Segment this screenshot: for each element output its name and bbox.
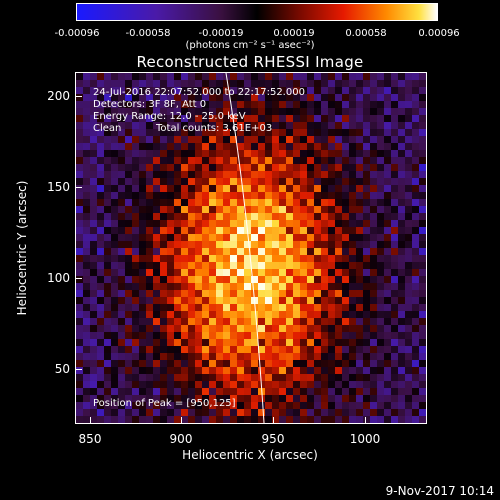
colorbar-gradient — [77, 4, 437, 20]
x-tick-label: 950 — [261, 432, 285, 446]
colorbar-tick-label: 0.00019 — [273, 28, 315, 39]
colorbar-tick-label: -0.00096 — [54, 28, 100, 39]
x-tick-label: 900 — [169, 432, 193, 446]
clean-text: Clean — [93, 123, 122, 134]
y-tick-mark — [76, 96, 82, 97]
rhessi-image — [76, 73, 426, 423]
time-range-text: 24-Jul-2016 22:07:52.000 to 22:17:52.000 — [93, 87, 305, 98]
peak-position-text: Position of Peak = [950,125] — [93, 398, 236, 409]
image-title: Reconstructed RHESSI Image — [136, 53, 364, 71]
colorbar — [76, 3, 438, 21]
colorbar-units: (photons cm⁻² s⁻¹ asec⁻²) — [185, 40, 315, 51]
x-tick-mark — [181, 417, 182, 423]
y-tick-label: 50 — [54, 362, 70, 376]
x-tick-label: 850 — [78, 432, 102, 446]
y-tick-label: 200 — [47, 89, 70, 103]
x-tick-label: 1000 — [349, 432, 381, 446]
colorbar-tick-label: 0.00096 — [418, 28, 460, 39]
energy-range-text: Energy Range: 12.0 - 25.0 keV — [93, 111, 246, 122]
y-tick-mark — [76, 187, 82, 188]
y-tick-mark — [76, 278, 82, 279]
solar-limb-overlay — [225, 73, 265, 423]
image-plot-area: 24-Jul-2016 22:07:52.000 to 22:17:52.000… — [75, 72, 427, 424]
colorbar-tick-label: -0.00058 — [125, 28, 171, 39]
timestamp-footer: 9-Nov-2017 10:14 — [385, 484, 494, 498]
x-tick-mark — [90, 417, 91, 423]
colorbar-tick-label: 0.00058 — [345, 28, 387, 39]
total-counts-text: Total counts: 3.61E+03 — [156, 123, 273, 134]
y-tick-mark — [76, 369, 82, 370]
y-tick-label: 150 — [47, 180, 70, 194]
detectors-text: Detectors: 3F 8F, Att 0 — [93, 99, 207, 110]
y-tick-label: 100 — [47, 271, 70, 285]
x-tick-mark — [273, 417, 274, 423]
x-axis-label: Heliocentric X (arcsec) — [182, 448, 318, 462]
colorbar-tick-label: -0.00019 — [198, 28, 244, 39]
y-axis-label: Heliocentric Y (arcsec) — [15, 180, 29, 316]
x-tick-mark — [365, 417, 366, 423]
